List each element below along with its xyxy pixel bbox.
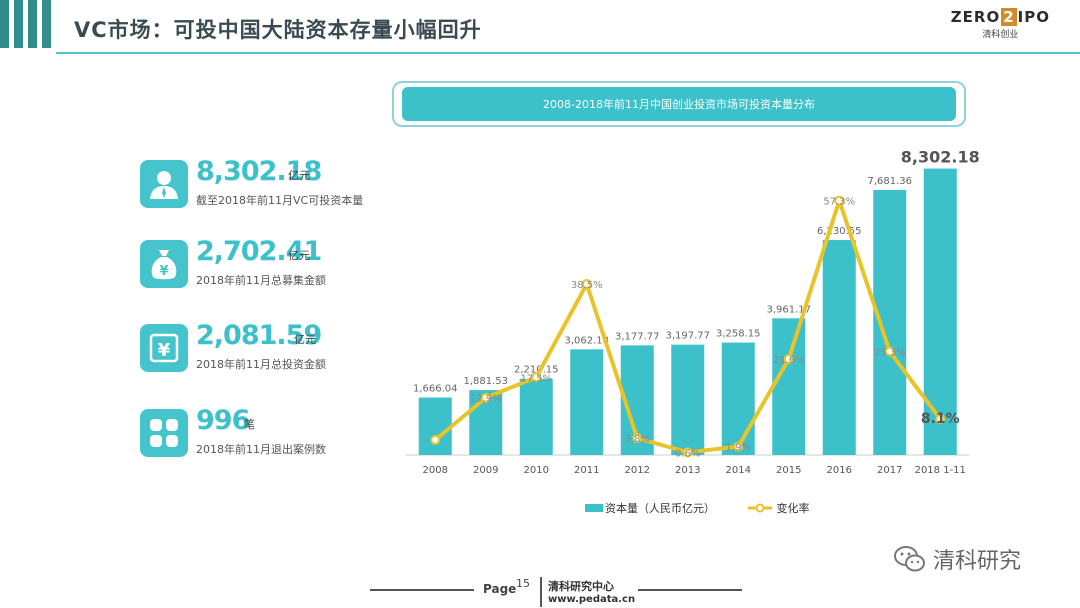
- x-tick-label: 2016: [827, 465, 852, 476]
- stat-unit: 亿元: [288, 249, 310, 262]
- change-rate-label: 8.1%: [921, 411, 960, 427]
- bar: [772, 318, 806, 455]
- stat-description: 2018年前11月总投资金额: [196, 358, 326, 371]
- x-tick-label: 2010: [524, 465, 549, 476]
- x-tick-label: 2018 1-11: [915, 465, 966, 476]
- page-title: VC市场：可投中国大陆资本存量小幅回升: [74, 18, 482, 42]
- corner-bar: [28, 0, 37, 48]
- change-rate-label: 12.9%: [470, 394, 502, 405]
- x-tick-label: 2014: [726, 465, 751, 476]
- change-rate-point: [884, 346, 895, 357]
- x-tick-label: 2011: [574, 465, 599, 476]
- bar-value-label: 3,258.15: [716, 329, 761, 340]
- change-rate-label: 38.5%: [571, 280, 603, 291]
- change-rate-label: 3.8%: [625, 434, 650, 445]
- footer-page-label: Page: [483, 582, 517, 596]
- yen-icon: ¥: [140, 324, 188, 372]
- bar: [822, 240, 856, 455]
- svg-text:¥: ¥: [158, 340, 171, 361]
- corner-bar: [14, 0, 23, 48]
- footer-separator: [540, 577, 542, 607]
- footer-page-number: 15: [516, 577, 530, 590]
- bar-value-label: 8,302.18: [901, 148, 980, 167]
- logo-wordmark: ZERO 2 IPO: [950, 8, 1050, 26]
- stat-description: 2018年前11月退出案例数: [196, 443, 326, 456]
- stat-description: 2018年前11月总募集金额: [196, 274, 326, 287]
- change-rate-label: 17.5%: [520, 373, 552, 384]
- bar-value-label: 7,681.36: [867, 176, 912, 187]
- wechat-icon: [894, 546, 925, 572]
- change-rate-point: [935, 414, 946, 425]
- footer-url: www.pedata.cn: [548, 594, 636, 605]
- change-rate-point: [480, 392, 491, 403]
- stat-unit: 亿元: [294, 333, 316, 346]
- bar-value-label: 3,197.77: [665, 331, 710, 342]
- footer-divider: [370, 589, 474, 591]
- stat-unit: 亿元: [288, 169, 310, 182]
- bar-value-label: 3,177.77: [615, 331, 660, 342]
- x-tick-label: 2015: [776, 465, 801, 476]
- logo-subtitle: 清科创业: [982, 30, 1019, 40]
- bar-value-label: 1,666.04: [413, 384, 458, 395]
- x-tick-label: 2009: [473, 465, 498, 476]
- wechat-watermark: 清科研究: [893, 542, 1021, 576]
- bar-value-label: 3,062.18: [564, 335, 609, 346]
- bar: [671, 344, 705, 455]
- bar-value-label: 2,210.15: [514, 365, 559, 376]
- change-rate-point: [733, 441, 744, 452]
- change-rate-point: [834, 195, 845, 206]
- bar-value-label: 6,230.55: [817, 226, 862, 237]
- header-divider: [56, 52, 1080, 54]
- change-rate-label: 0.6%: [675, 448, 700, 459]
- money-bag-icon: ¥: [140, 240, 188, 288]
- bar: [570, 349, 604, 455]
- footer-divider: [638, 589, 742, 591]
- change-rate-point: [581, 279, 592, 290]
- bar-value-label: 1,881.53: [463, 376, 508, 387]
- change-rate-point: [783, 354, 794, 365]
- bar-value-label: 3,961.17: [766, 304, 811, 315]
- change-rate-point: [430, 434, 441, 445]
- change-rate-point: [632, 433, 643, 444]
- x-tick-label: 2012: [625, 465, 650, 476]
- bar: [721, 342, 755, 455]
- legend-label: 变化率: [777, 501, 810, 515]
- chart-title: 2008-2018年前11月中国创业投资市场可投资本量分布: [402, 87, 956, 121]
- bar: [418, 397, 452, 455]
- legend-label: 资本量（人民币亿元）: [605, 501, 715, 515]
- change-rate-label: 21.6%: [773, 355, 805, 366]
- svg-text:¥: ¥: [159, 264, 168, 279]
- x-tick-label: 2008: [423, 465, 448, 476]
- stat-value: 8,302.18: [196, 156, 322, 187]
- x-tick-label: 2013: [675, 465, 700, 476]
- corner-bar: [42, 0, 51, 48]
- stat-value: 2,702.41: [196, 236, 322, 267]
- change-rate-point: [682, 447, 693, 458]
- stat-unit: 笔: [244, 418, 255, 431]
- legend-swatch-bar: [585, 504, 603, 512]
- stat-value: 996: [196, 405, 250, 436]
- change-rate-label: 1.9%: [726, 443, 751, 454]
- logo: ZERO 2 IPO 清科创业: [951, 8, 1050, 40]
- stat-description: 截至2018年前11月VC可投资本量: [196, 194, 364, 207]
- change-rate-label: 23.3%: [874, 348, 906, 359]
- corner-bar: [0, 0, 9, 48]
- bar: [519, 378, 553, 455]
- wechat-name: 清科研究: [933, 549, 1022, 574]
- user-icon: [140, 160, 188, 208]
- grid-icon: [140, 409, 188, 457]
- stat-value: 2,081.59: [196, 320, 322, 351]
- footer-brand: 清科研究中心: [548, 580, 614, 593]
- x-tick-label: 2017: [877, 465, 902, 476]
- change-rate-point: [531, 372, 542, 383]
- change-rate-label: 57.3%: [823, 197, 855, 208]
- chart-title-frame: 2008-2018年前11月中国创业投资市场可投资本量分布: [392, 81, 966, 127]
- legend-swatch-point: [755, 503, 765, 513]
